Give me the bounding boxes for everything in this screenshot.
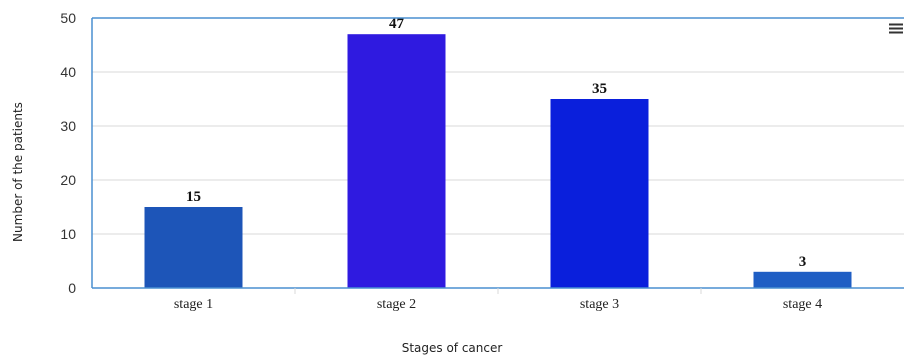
data-label: 47 <box>389 16 405 32</box>
gridlines <box>92 71 904 235</box>
y-tick-label: 40 <box>60 64 76 80</box>
bar-stage-1[interactable] <box>144 207 243 288</box>
data-label: 15 <box>186 189 201 205</box>
bar-stage-2[interactable] <box>347 34 446 289</box>
x-tick-label: stage 3 <box>580 297 619 312</box>
data-label: 3 <box>799 254 807 270</box>
bars <box>144 34 852 289</box>
x-tick-labels: stage 1 stage 2 stage 3 stage 4 <box>174 288 822 312</box>
y-tick-label: 20 <box>60 172 76 188</box>
y-tick-label: 30 <box>60 118 76 134</box>
y-tick-label: 50 <box>60 10 76 26</box>
y-tick-labels: 0 10 20 30 40 50 <box>60 10 76 296</box>
y-tick-label: 10 <box>60 226 76 242</box>
bar-stage-3[interactable] <box>550 99 649 288</box>
x-tick-label: stage 2 <box>377 297 416 312</box>
x-tick-label: stage 4 <box>783 297 822 312</box>
bar-stage-4[interactable] <box>753 271 852 288</box>
x-axis-title: Stages of cancer <box>402 341 503 355</box>
data-labels: 15 47 35 3 <box>186 16 806 270</box>
data-label: 35 <box>592 81 607 97</box>
y-axis-title: Number of the patients <box>11 102 25 242</box>
x-tick-label: stage 1 <box>174 297 213 312</box>
y-tick-label: 0 <box>68 280 76 296</box>
hamburger-menu-icon[interactable] <box>888 22 904 36</box>
